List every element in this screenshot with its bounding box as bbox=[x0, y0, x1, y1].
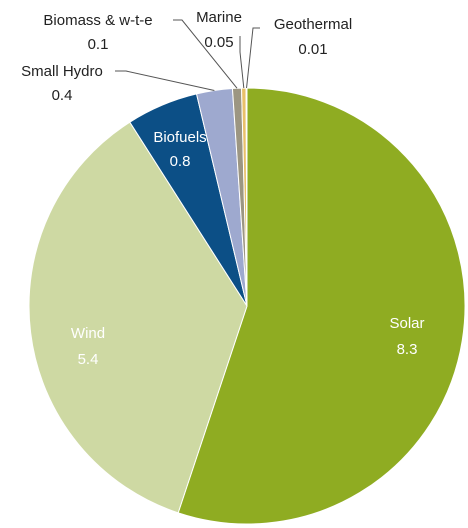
slice-label-solar: Solar bbox=[389, 315, 424, 332]
slice-value-wind: 5.4 bbox=[78, 351, 99, 368]
pie-slices bbox=[28, 87, 466, 525]
slice-value-biomass-w-t-e: 0.1 bbox=[88, 36, 109, 53]
leader-line-biomass-w-t-e bbox=[173, 19, 238, 89]
slice-value-biofuels: 0.8 bbox=[170, 153, 191, 170]
pie-slice-solar bbox=[177, 87, 466, 525]
slice-labels: Solar 8.3 Wind 5.4 Biofuels 0.8 Small Hydro 0.4… bbox=[21, 9, 424, 368]
slice-label-geothermal: Geothermal bbox=[274, 16, 352, 33]
slice-label-biofuels: Biofuels bbox=[153, 129, 206, 146]
leader-lines bbox=[115, 19, 260, 91]
slice-label-wind: Wind bbox=[71, 325, 105, 342]
slice-value-small-hydro: 0.4 bbox=[52, 87, 73, 104]
leader-line-marine bbox=[239, 36, 245, 89]
slice-value-marine: 0.05 bbox=[204, 34, 233, 51]
slice-value-geothermal: 0.01 bbox=[298, 41, 327, 58]
leader-line-geothermal bbox=[246, 27, 260, 89]
slice-label-biomass-w-t-e: Biomass & w-t-e bbox=[43, 12, 152, 29]
slice-value-solar: 8.3 bbox=[397, 341, 418, 358]
leader-line-small-hydro bbox=[115, 70, 215, 91]
pie-slice-wind bbox=[28, 121, 248, 514]
slice-label-small-hydro: Small Hydro bbox=[21, 63, 103, 80]
slice-label-marine: Marine bbox=[196, 9, 242, 26]
